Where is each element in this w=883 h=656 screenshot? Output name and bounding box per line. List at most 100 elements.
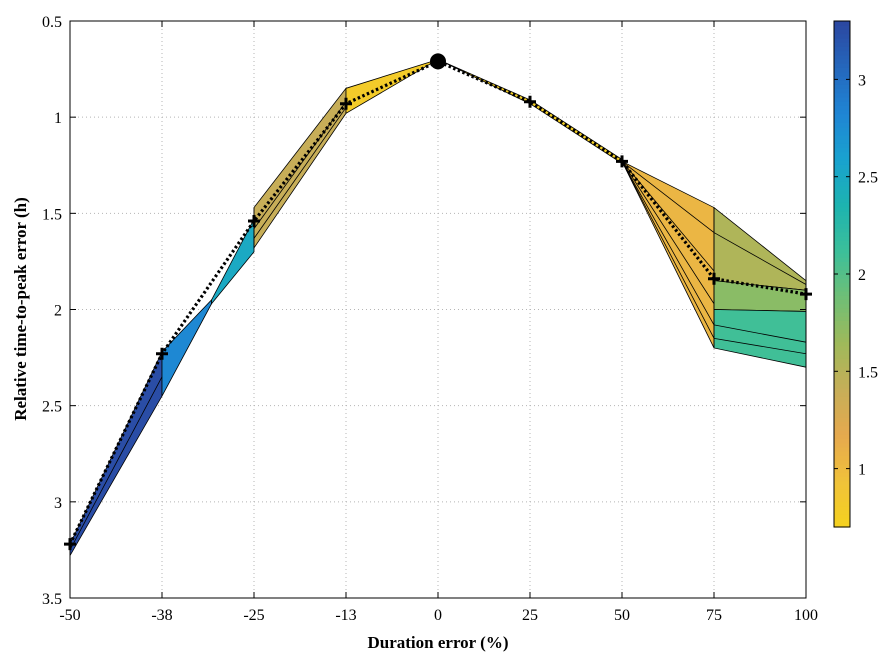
- colorbar-segment: [834, 252, 850, 258]
- colorbar-segment: [834, 316, 850, 321]
- colorbar-segment: [834, 223, 850, 229]
- x-tick-label: 25: [522, 607, 538, 624]
- colorbar-segment: [834, 345, 850, 351]
- colorbar-segment: [834, 58, 850, 64]
- band-divider-line: [621, 161, 715, 339]
- colorbar-segment: [834, 392, 850, 397]
- colorbar-tick-label: 2.5: [858, 170, 878, 187]
- colorbar-segment: [834, 244, 850, 250]
- colorbar-segment: [834, 248, 850, 254]
- band-divider-line: [713, 232, 807, 285]
- colorbar-segment: [834, 307, 850, 313]
- colorbar-segment: [834, 497, 850, 503]
- colorbar-segment: [834, 493, 850, 499]
- colorbar-segment: [834, 21, 850, 26]
- error-band: [161, 298, 212, 397]
- error-band: [253, 87, 347, 250]
- colorbar-segment: [834, 425, 850, 431]
- colorbar-segment: [834, 472, 850, 477]
- x-tick-label: -38: [151, 607, 172, 624]
- error-band: [211, 218, 255, 305]
- colorbar-segment: [834, 33, 850, 39]
- colorbar-segment: [834, 37, 850, 43]
- series-marker-plus: [248, 215, 260, 228]
- band-divider-line: [713, 324, 807, 343]
- colorbar-segment: [834, 181, 850, 187]
- colorbar-segment: [834, 333, 850, 338]
- colorbar-segment: [834, 185, 850, 191]
- colorbar-segment: [834, 214, 850, 220]
- colorbar-segment: [834, 257, 850, 262]
- colorbar-segment: [834, 168, 850, 174]
- colorbar-segment: [834, 413, 850, 418]
- colorbar-segment: [834, 109, 850, 115]
- colorbar-segment: [834, 501, 850, 507]
- colorbar-segment: [834, 193, 850, 199]
- colorbar-segment: [834, 463, 850, 469]
- colorbar-segment: [834, 269, 850, 275]
- colorbar-segment: [834, 67, 850, 73]
- colorbar-segment: [834, 75, 850, 81]
- colorbar-segment: [834, 476, 850, 482]
- colorbar-tick-label: 1.5: [858, 364, 878, 381]
- colorbar-segment: [834, 510, 850, 515]
- colorbar-segment: [834, 130, 850, 136]
- band-divider-line: [621, 161, 715, 233]
- colorbar-segment: [834, 337, 850, 343]
- colorbar-segment: [834, 286, 850, 292]
- colorbar-segment: [834, 400, 850, 406]
- band-divider-line: [713, 337, 807, 355]
- x-tick-label: 0: [434, 607, 442, 624]
- colorbar-segment: [834, 113, 850, 119]
- y-tick-label: 1.5: [42, 206, 62, 223]
- colorbar-segment: [834, 404, 850, 410]
- series-marker-plus: [156, 347, 168, 360]
- colorbar-segment: [834, 101, 850, 106]
- colorbar-segment: [834, 80, 850, 85]
- colorbar-segment: [834, 117, 850, 123]
- colorbar-segment: [834, 328, 850, 334]
- colorbar-segment: [834, 231, 850, 237]
- colorbar-tick-label: 2: [858, 267, 866, 284]
- x-tick-label: -13: [335, 607, 356, 624]
- band-divider-line: [253, 107, 347, 239]
- colorbar-segment: [834, 514, 850, 520]
- colorbar-segment: [834, 421, 850, 427]
- colorbar-segment: [834, 126, 850, 132]
- colorbar-segment: [834, 375, 850, 381]
- colorbar-segment: [834, 160, 850, 165]
- y-tick-label: 3.5: [42, 591, 62, 608]
- colorbar-segment: [834, 164, 850, 170]
- colorbar-segment: [834, 366, 850, 372]
- colorbar-segment: [834, 311, 850, 317]
- colorbar-segment: [834, 430, 850, 435]
- x-tick-label: -50: [59, 607, 80, 624]
- error-band: [345, 59, 439, 115]
- colorbar-tick-label: 1: [858, 462, 866, 479]
- band-divider-line: [621, 161, 715, 326]
- colorbar-segment: [834, 455, 850, 461]
- x-tick-label: -25: [243, 607, 264, 624]
- colorbar-segment: [834, 349, 850, 355]
- colorbar-segment: [834, 417, 850, 423]
- series-marker-plus: [616, 155, 628, 168]
- colorbar-segment: [834, 198, 850, 203]
- colorbar-segment: [834, 278, 850, 284]
- colorbar-segment: [834, 50, 850, 56]
- colorbar: 1 1.5 2 2.5 3: [833, 20, 878, 528]
- colorbar-segment: [834, 446, 850, 452]
- colorbar-segment: [834, 324, 850, 330]
- colorbar-segment: [834, 451, 850, 456]
- colorbar-segment: [834, 299, 850, 305]
- colorbar-segment: [834, 522, 850, 528]
- tick-layer: -50 -38 -25 -13 0 25 50 75 100 0.5 1 1.5 2 2.5 3 3.5: [42, 14, 818, 624]
- colorbar-segment: [834, 134, 850, 140]
- x-tick-label: 75: [706, 607, 722, 624]
- colorbar-segment: [834, 88, 850, 94]
- colorbar-segment: [834, 341, 850, 347]
- colorbar-segment: [834, 63, 850, 68]
- colorbar-segment: [834, 96, 850, 102]
- colorbar-segment: [834, 290, 850, 296]
- colorbar-segment: [834, 408, 850, 414]
